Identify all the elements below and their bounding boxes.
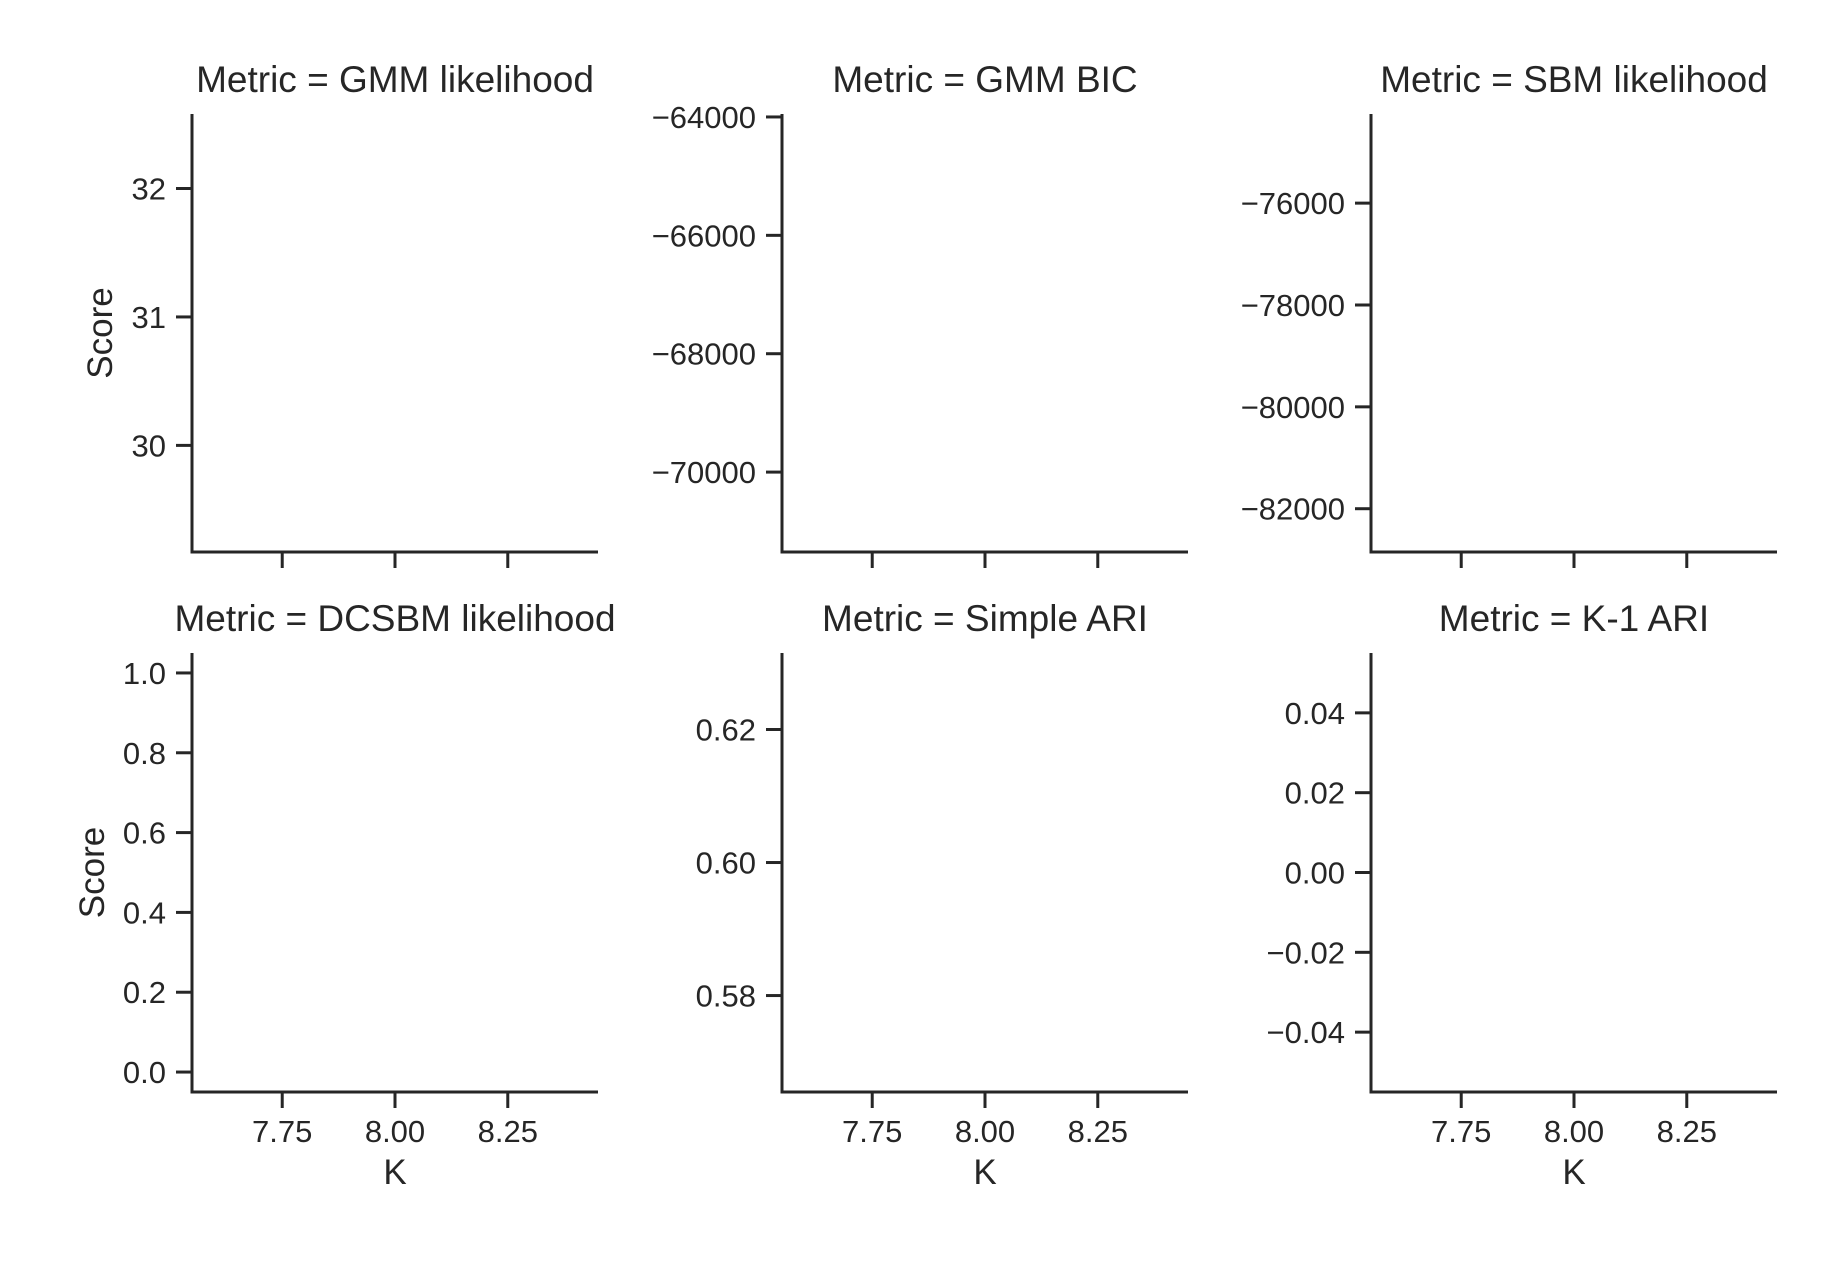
x-axis-label: K xyxy=(383,1153,406,1192)
y-tick-label: 30 xyxy=(132,428,166,463)
x-tick-label: 7.75 xyxy=(252,1114,312,1149)
x-axis-label: K xyxy=(973,1153,996,1192)
y-axis-label: Score xyxy=(81,287,120,378)
panel-title: Metric = Simple ARI xyxy=(822,598,1148,639)
x-tick-label: 8.25 xyxy=(1068,1114,1128,1149)
y-tick-label: 31 xyxy=(132,300,166,335)
y-tick-label: −82000 xyxy=(1241,492,1345,527)
panel-title: Metric = GMM likelihood xyxy=(196,59,594,100)
y-tick-label: −78000 xyxy=(1241,288,1345,323)
y-tick-label: 0.02 xyxy=(1285,776,1345,811)
y-tick-label: 0.60 xyxy=(696,846,756,881)
y-tick-label: −76000 xyxy=(1241,186,1345,221)
y-tick-label: −80000 xyxy=(1241,390,1345,425)
panel-1: Metric = GMM likelihood 30 31 32 Score xyxy=(81,59,598,568)
y-tick-label: 0.58 xyxy=(696,979,756,1014)
y-tick-label: −68000 xyxy=(652,337,756,372)
x-tick-label: 8.00 xyxy=(955,1114,1015,1149)
y-tick-label: 1.0 xyxy=(123,656,166,691)
y-tick-label: 0.62 xyxy=(696,712,756,747)
y-tick-label: −66000 xyxy=(652,218,756,253)
y-tick-label: −0.04 xyxy=(1267,1015,1345,1050)
panel-title: Metric = DCSBM likelihood xyxy=(174,598,615,639)
y-tick-label: 0.4 xyxy=(123,895,166,930)
x-tick-label: 7.75 xyxy=(842,1114,902,1149)
x-axis-label: K xyxy=(1562,1153,1585,1192)
y-tick-label: −0.02 xyxy=(1267,935,1345,970)
y-tick-label: 0.04 xyxy=(1285,696,1345,731)
panel-6: Metric = K-1 ARI −0.04 −0.02 0.00 0.02 0.04 7.… xyxy=(1267,598,1777,1192)
panel-5: Metric = Simple ARI 0.58 0.60 0.62 7.75 8.00 8… xyxy=(696,598,1188,1192)
y-tick-label: 0.0 xyxy=(123,1055,166,1090)
y-tick-label: 0.2 xyxy=(123,975,166,1010)
x-tick-label: 8.00 xyxy=(365,1114,425,1149)
y-tick-label: 0.00 xyxy=(1285,856,1345,891)
panel-title: Metric = SBM likelihood xyxy=(1380,59,1768,100)
y-tick-label: −70000 xyxy=(652,455,756,490)
panel-title: Metric = K-1 ARI xyxy=(1439,598,1709,639)
y-tick-label: −64000 xyxy=(652,100,756,135)
panel-2: Metric = GMM BIC −70000 −68000 −66000 −64000 xyxy=(652,59,1188,568)
panel-3: Metric = SBM likelihood −82000 −80000 −7800… xyxy=(1241,59,1777,568)
x-tick-label: 8.25 xyxy=(1657,1114,1717,1149)
y-tick-label: 0.6 xyxy=(123,816,166,851)
y-tick-label: 32 xyxy=(132,171,166,206)
x-tick-label: 8.00 xyxy=(1544,1114,1604,1149)
y-tick-label: 0.8 xyxy=(123,736,166,771)
panel-4: Metric = DCSBM likelihood 0.0 0.2 0.4 0.6 0.8… xyxy=(73,598,616,1192)
panel-title: Metric = GMM BIC xyxy=(832,59,1137,100)
x-tick-label: 8.25 xyxy=(478,1114,538,1149)
x-tick-label: 7.75 xyxy=(1431,1114,1491,1149)
y-axis-label: Score xyxy=(73,827,112,918)
